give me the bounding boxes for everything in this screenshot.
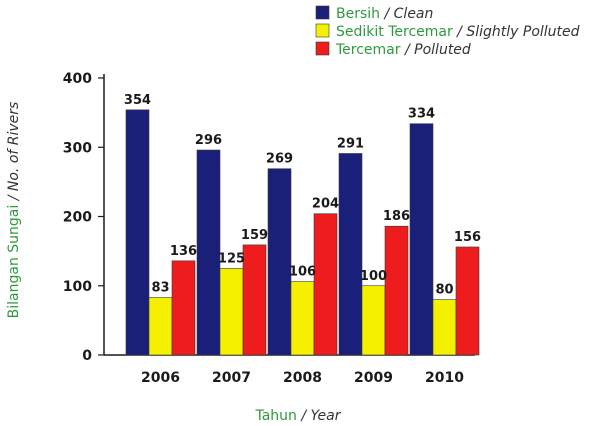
data-label: 106 [289,265,316,280]
legend-swatch [315,5,330,20]
axes: 0 100 200 300 400 2006 2007 2008 2009 2010 [63,71,475,386]
legend-entry: Tercemar / Polluted [335,42,471,58]
x-tick-label: 2009 [354,370,393,386]
y-tick-label: 0 [82,348,92,364]
data-label: 136 [170,244,197,259]
bar-polluted-2009 [384,225,409,356]
y-tick-label: 300 [63,140,92,156]
y-tick-label: 100 [63,279,92,295]
bar-clean-2009 [338,153,363,356]
data-label: 100 [360,269,387,284]
x-tick-label: 2008 [283,370,322,386]
data-label: 354 [124,93,151,108]
y-axis-title-en: No. of Rivers [6,102,22,191]
data-label: 334 [408,107,435,122]
data-label: 204 [312,197,339,212]
data-label: 159 [241,228,268,243]
bar-polluted-2007 [242,244,267,356]
data-label: 186 [383,209,410,224]
data-label: 83 [151,281,169,296]
legend: Bersih / Clean Sedikit Tercemar / Slightl… [315,5,580,58]
legend-entry: Sedikit Tercemar / Slightly Polluted [336,24,580,40]
y-axis-title-ms: Bilangan Sungai [6,205,22,319]
bar-clean-2010 [409,123,434,356]
bar-polluted-2008 [313,213,338,356]
x-axis-title-en: Year [311,408,342,424]
bar-polluted-2006 [171,260,196,356]
data-label: 269 [266,152,293,167]
bar-slightly-polluted-2007 [219,268,244,356]
data-label: 125 [218,251,245,266]
data-labels: 354 83 136 296 125 159 269 106 204 291 100 186 334 80… [124,93,481,298]
bar-polluted-2010 [455,246,480,356]
y-tick-label: 400 [63,71,92,87]
legend-swatch [315,41,330,56]
x-axis-title-sep: / [297,408,311,424]
x-tick-label: 2007 [212,370,251,386]
bar-slightly-polluted-2010 [432,299,457,356]
bar-slightly-polluted-2009 [361,285,386,356]
bar-clean-2006 [125,109,150,356]
y-tick-label: 200 [63,210,92,226]
x-tick-label: 2010 [425,370,464,386]
data-label: 296 [195,133,222,148]
x-axis-title: Tahun / Year [254,408,341,424]
data-label: 80 [435,283,453,298]
data-label: 156 [454,230,481,245]
bar-slightly-polluted-2006 [148,297,173,356]
bar-clean-2008 [267,168,292,356]
bars [125,109,480,356]
bar-clean-2007 [196,149,221,356]
y-axis-title-sep: / [6,191,22,205]
y-axis-title: Bilangan Sungai / No. of Rivers [6,102,22,319]
legend-swatch [315,23,330,38]
legend-entry: Bersih / Clean [336,6,433,22]
x-tick-label: 2006 [141,370,180,386]
x-axis-title-ms: Tahun [254,408,296,424]
bar-slightly-polluted-2008 [290,281,315,356]
data-label: 291 [337,136,364,151]
